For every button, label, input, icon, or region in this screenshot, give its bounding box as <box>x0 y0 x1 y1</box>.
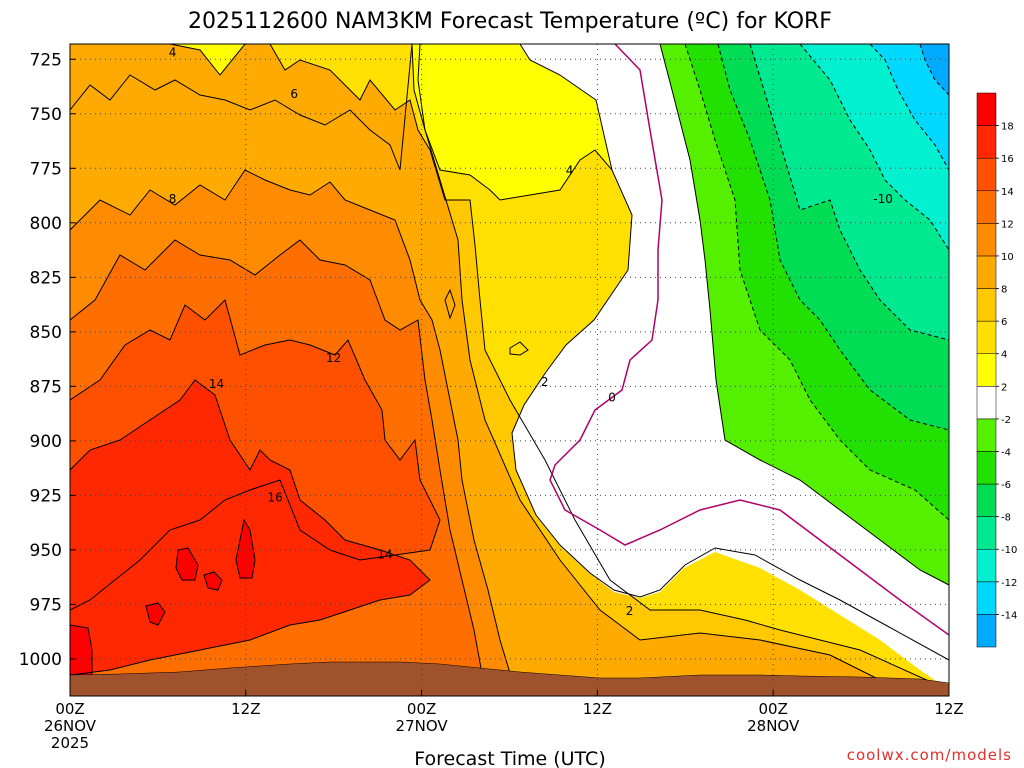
contour-labels: 4 6 8 4 -10 12 14 2 0 16 14 2 <box>169 46 893 618</box>
colorbar-label: 14 <box>1001 187 1014 198</box>
band-16-18 <box>70 380 430 675</box>
y-tick-label: 800 <box>30 214 62 234</box>
plot-area <box>70 44 949 696</box>
zero-isotherm <box>549 44 949 636</box>
y-tick-label: 975 <box>30 595 62 615</box>
x-tick-label: 00Z <box>759 700 788 718</box>
colorbar-bin <box>976 190 997 224</box>
ground-surface <box>69 661 950 697</box>
colorbar-label: -4 <box>1001 447 1011 458</box>
y-tick-label: 950 <box>30 541 62 561</box>
x-tick-label: 27NOV <box>396 717 449 735</box>
y-tick-label: 925 <box>30 486 62 506</box>
negative-contours <box>684 44 949 521</box>
colorbar-label: 2 <box>1001 382 1007 393</box>
contour-label: -10 <box>873 192 893 206</box>
colorbar-label: 4 <box>1001 350 1007 361</box>
colorbar-bin <box>976 516 997 550</box>
y-tick-label: 900 <box>30 432 62 452</box>
colorbar-bin <box>976 451 997 485</box>
colorbar-label: 10 <box>1001 252 1014 263</box>
colorbar-bin <box>976 157 997 192</box>
colorbar-label: 8 <box>1001 285 1007 296</box>
colorbar-bin <box>976 614 997 648</box>
colorbar-label: 18 <box>1001 122 1014 133</box>
colorbar-label: 16 <box>1001 154 1014 165</box>
grid <box>70 44 949 696</box>
colorbar-bin <box>976 92 997 126</box>
x-tick-label: 12Z <box>231 700 260 718</box>
contour-label: 2 <box>626 604 634 618</box>
contour-label: 14 <box>209 377 224 391</box>
contour-label: 2 <box>541 375 549 389</box>
contour-label: 4 <box>566 163 574 177</box>
colorbar-bin <box>976 223 997 257</box>
band-neg14-neg12 <box>870 44 949 170</box>
colorbar-label: 12 <box>1001 219 1014 230</box>
contour-label: 16 <box>267 491 282 505</box>
colorbar-label: -12 <box>1001 578 1017 589</box>
colorbar-bin <box>976 255 997 289</box>
x-tick-label: 26NOV <box>44 717 97 735</box>
x-axis-label: Forecast Time (UTC) <box>414 748 605 768</box>
colorbar-bin <box>976 483 997 517</box>
contour-label: 12 <box>326 351 341 365</box>
y-tick-label: 775 <box>30 159 62 179</box>
contour-label: 6 <box>290 87 298 101</box>
colorbar-bin <box>976 386 997 420</box>
chart-title: 2025112600 NAM3KM Forecast Temperature (… <box>188 9 832 34</box>
y-tick-label: 750 <box>30 105 62 125</box>
contour-label: 4 <box>169 46 177 60</box>
colorbar-label: -6 <box>1001 480 1011 491</box>
colorbar-label: -10 <box>1001 545 1017 556</box>
colorbar-bin <box>976 418 997 452</box>
band-18-20-d <box>146 603 165 625</box>
contour-lines <box>70 44 949 696</box>
y-tick-label: 725 <box>30 50 62 70</box>
band-18-20-a <box>70 625 92 690</box>
colorbar-bin <box>976 125 997 159</box>
x-tick-label: 00Z <box>55 700 84 718</box>
x-tick-label: 2025 <box>51 734 89 752</box>
colorbar-bin <box>976 288 997 322</box>
colorbar-bin <box>976 320 997 354</box>
band-neg2-2 <box>512 44 949 690</box>
x-tick-label: 12Z <box>583 700 612 718</box>
x-tick-label: 28NOV <box>747 717 800 735</box>
y-tick-label: 850 <box>30 323 62 343</box>
contour-label: 0 <box>608 390 616 404</box>
colorbar: -14 -12 -10 -8 -6 -4 -2 2 4 6 8 10 12 14 16 18 <box>976 92 1017 648</box>
plot-frame <box>69 43 950 697</box>
colorbar-bin <box>976 548 997 583</box>
watermark: coolwx.com/models <box>847 746 1012 764</box>
contour-label: 8 <box>169 192 177 206</box>
y-tick-label: 875 <box>30 377 62 397</box>
colorbar-bin <box>976 353 997 387</box>
y-tick-label: 825 <box>30 268 62 288</box>
x-tick-label: 00Z <box>407 700 436 718</box>
colorbar-label: -2 <box>1001 415 1011 426</box>
colorbar-label: -14 <box>1001 610 1017 621</box>
y-tick-label: 1000 <box>19 650 62 670</box>
colorbar-label: 6 <box>1001 317 1007 328</box>
x-tick-label: 12Z <box>934 700 963 718</box>
band-18-20-c <box>204 572 222 590</box>
contour-label: 14 <box>377 547 392 561</box>
y-axis: 725 750 775 800 825 850 875 900 925 950 975 1000 <box>19 50 76 670</box>
colorbar-bin <box>976 581 997 615</box>
band-below-neg14 <box>920 44 949 95</box>
colorbar-label: -8 <box>1001 513 1011 524</box>
